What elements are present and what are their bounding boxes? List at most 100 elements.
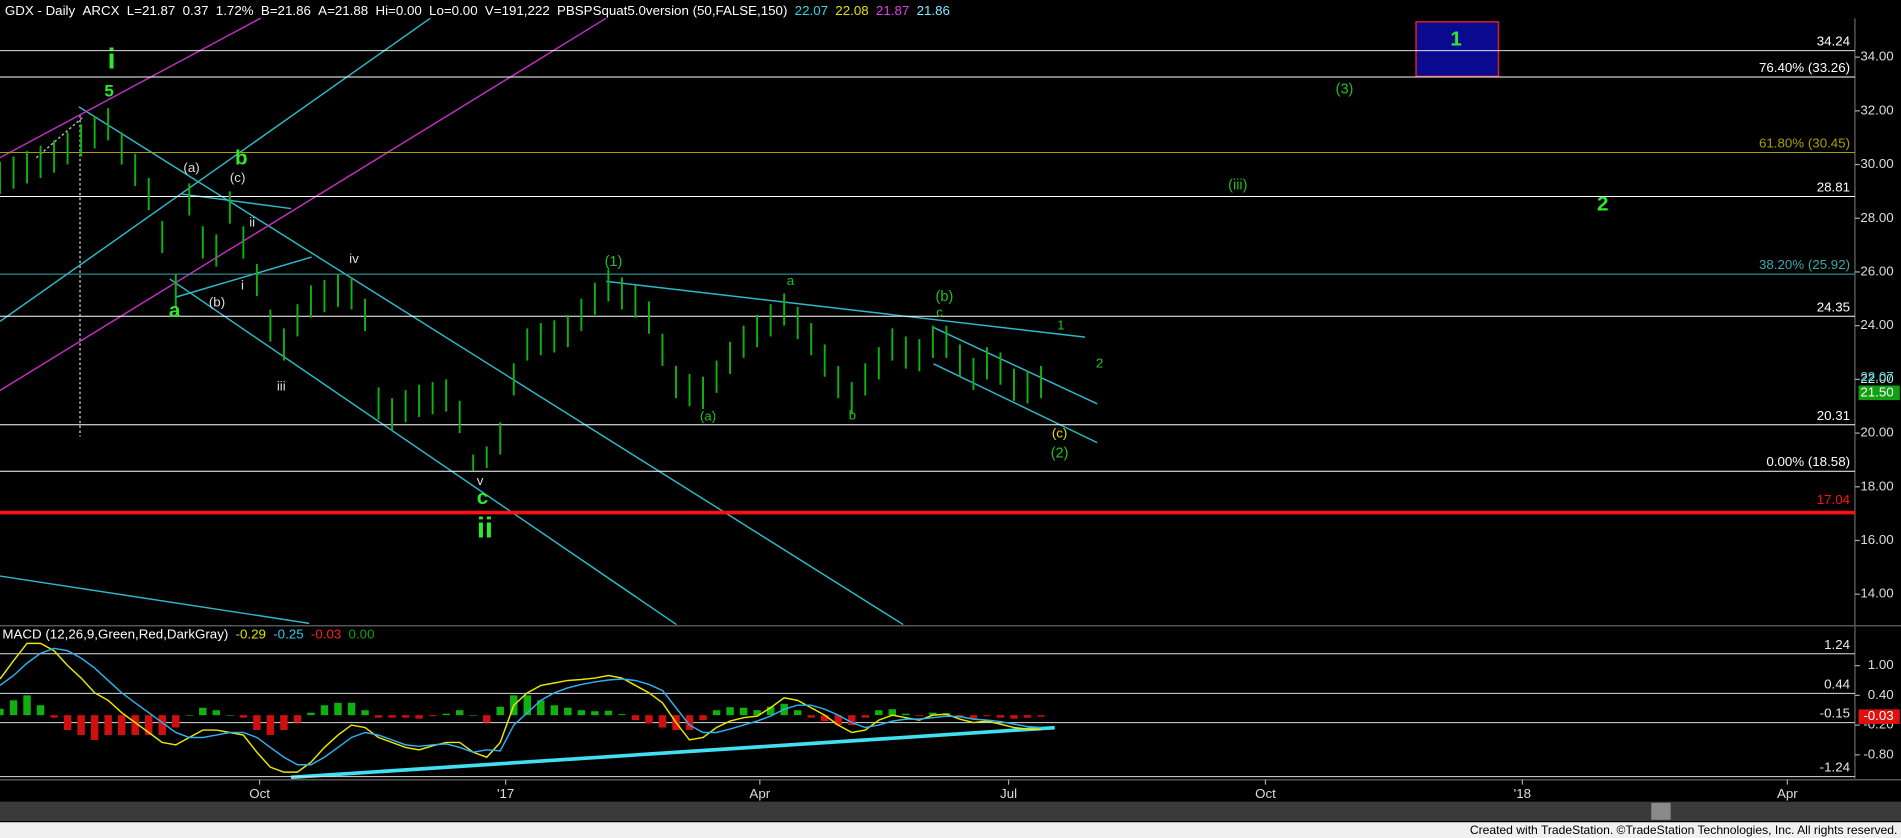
histogram-bar [145,715,153,735]
scrollbar[interactable] [0,801,1901,822]
histogram-bar [496,706,504,716]
histogram-bar [226,715,234,716]
histogram-bar [631,715,640,721]
histogram-bar [361,710,369,716]
last-value-label: -0.03 [1863,708,1893,723]
last-value-box [1858,385,1900,401]
last-value-box [1858,709,1900,724]
header-item: GDX - Daily [5,2,76,17]
wave-label: (a) [700,409,716,424]
histogram-bar [77,715,85,735]
wave-label: 1 [1057,318,1064,333]
wave-label: (c) [1052,426,1068,441]
y-tick-label: 18.00 [1860,478,1893,493]
header-item: 1.72% [216,2,254,17]
trendline [169,278,677,626]
y-tick-label: 22.00 [1860,371,1893,386]
histogram-bar [253,715,261,731]
drawing-layer [0,17,1901,781]
histogram-bar [239,715,248,718]
y-tick-label: 34.00 [1860,49,1893,64]
macd-title: MACD (12,26,9,Green,Red,DarkGray) [2,626,228,641]
macd-line [0,642,1042,773]
wave-label: ii [477,513,493,545]
wave-label: (1) [605,254,623,270]
header-item: V=191,222 [485,2,550,17]
macd-line [0,647,1042,766]
trendline [933,326,1098,405]
wave-label: i [107,43,115,75]
histogram-bar [807,715,815,718]
level-label: -1.24 [1820,760,1851,775]
histogram-bar [902,713,910,716]
support-label: 17.04 [1817,492,1851,507]
histogram-bar [577,710,586,716]
histogram-bar [888,709,897,716]
macd-title-value: -0.29 [236,626,266,641]
y-tick-label: 30.00 [1860,156,1893,171]
header: GDX - Daily ARCX L=21.87 0.37 1.72% B=21.86 A=… [5,2,950,17]
macd-header: MACD (12,26,9,Green,Red,DarkGray) -0.29 -0… [2,626,374,641]
header-item: 22.08 [835,2,868,17]
wave-label: (3) [1336,82,1354,98]
histogram-bar [199,707,207,716]
histogram-bar [266,715,275,735]
histogram-bar [104,715,112,735]
histogram-bar [537,700,545,716]
wave-label: c [936,304,943,319]
histogram-bar [415,715,423,719]
level-label: 34.24 [1817,34,1851,49]
histogram-bar [793,710,802,716]
histogram-bar [482,715,491,723]
trendline [0,575,310,625]
histogram-bar [591,711,599,716]
header-item: B=21.86 [261,2,311,17]
trendline [0,17,262,159]
histogram-bar [469,715,477,716]
plot-layer: 14.0016.0018.0020.0022.0024.0026.0028.00… [0,27,1900,801]
wave-label: a [787,273,795,288]
y-tick-label: 16.00 [1860,532,1893,547]
histogram-bar [875,710,883,716]
histogram-bar [428,715,437,717]
macd-title-value: 0.00 [349,626,375,641]
histogram-bar [50,715,58,718]
level-label: 0.44 [1824,676,1851,691]
histogram-bar [739,707,748,716]
histogram-bar [564,707,572,716]
histogram-bar [848,715,856,726]
wave-label: iii [277,378,286,393]
histogram-bar [996,715,1005,718]
scrollbar-thumb[interactable] [1651,802,1671,820]
last-value-label: 22.07 [1860,369,1893,384]
macd-title-value: -0.03 [311,626,341,641]
histogram-bar [293,715,302,723]
level-label: 76.40% (33.26) [1759,60,1850,75]
histogram-bar [1010,715,1018,719]
header-item: Lo=0.00 [429,2,478,17]
histogram-bar [172,715,180,728]
histogram-bar [442,713,450,716]
level-label: 61.80% (30.45) [1759,135,1850,150]
y-tick-label: 0.40 [1868,687,1894,702]
wave-label: (2) [1051,445,1069,461]
header-item: ARCX [82,2,119,17]
histogram-bar [185,715,193,716]
histogram-bar [645,715,653,724]
histogram-bar [969,715,978,719]
histogram-bar [307,712,315,716]
y-tick-label: 24.00 [1860,317,1893,332]
header-item: Hi=0.00 [375,2,421,17]
histogram-bar [0,708,4,716]
histogram-bar [618,714,626,716]
y-tick-label: 28.00 [1860,210,1893,225]
y-tick-label: 20.00 [1860,425,1893,440]
trendline [933,363,1098,444]
wave-label: 1 [1450,27,1461,50]
histogram-bar [347,702,356,716]
macd-trendline [290,725,1055,780]
histogram-bar [212,710,221,716]
histogram-bar [699,715,707,721]
